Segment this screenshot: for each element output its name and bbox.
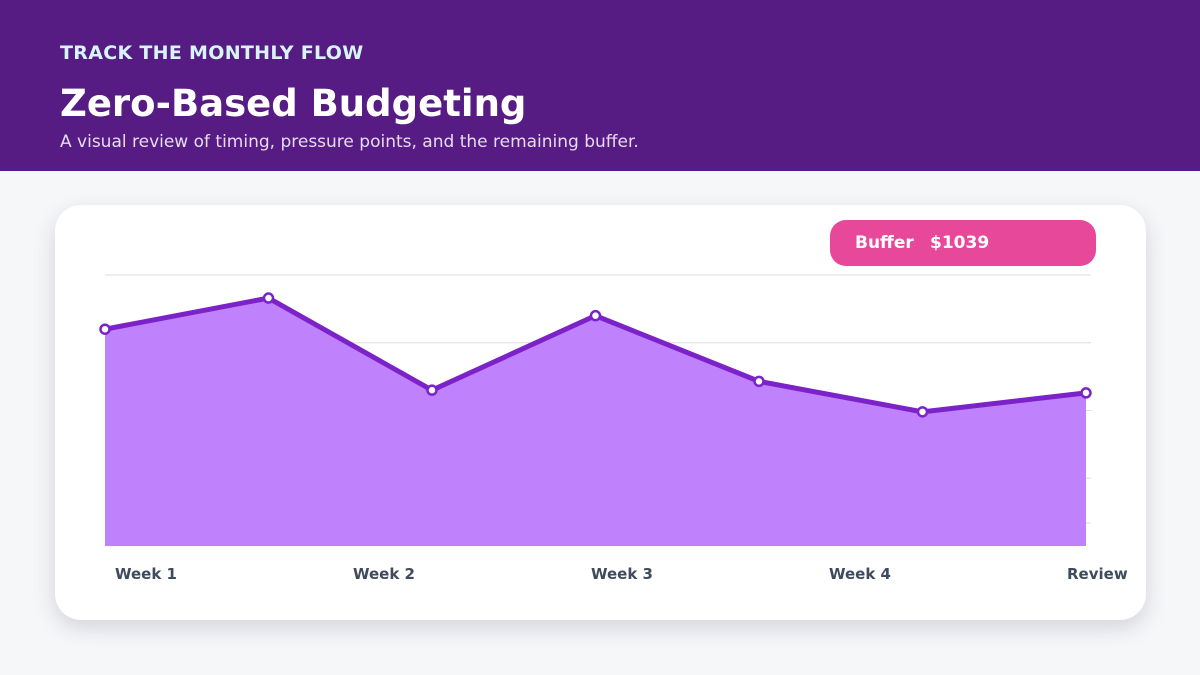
x-tick-label-4: Week 4 xyxy=(829,565,891,583)
data-point-3 xyxy=(426,384,438,396)
buffer-label: Buffer xyxy=(855,233,914,253)
x-tick-label-2: Week 2 xyxy=(353,565,415,583)
data-point-6 xyxy=(916,406,929,418)
buffer-badge: Buffer $1039 xyxy=(830,220,1096,266)
eyebrow-text: TRACK THE MONTHLY FLOW xyxy=(60,42,364,64)
page-subtitle: A visual review of timing, pressure poin… xyxy=(60,132,639,152)
data-point-2 xyxy=(262,292,275,304)
x-tick-label-1: Week 1 xyxy=(115,565,177,583)
x-tick-label-3: Week 3 xyxy=(591,565,653,583)
series-area xyxy=(105,298,1086,546)
header-banner: TRACK THE MONTHLY FLOW Zero-Based Budget… xyxy=(0,0,1200,171)
data-point-4 xyxy=(589,309,602,322)
buffer-value: $1039 xyxy=(930,233,990,253)
data-point-7 xyxy=(1080,387,1092,399)
x-tick-label-5: Review xyxy=(1067,565,1128,583)
data-point-1 xyxy=(99,323,111,335)
data-point-5 xyxy=(753,375,765,388)
page-title: Zero-Based Budgeting xyxy=(60,82,527,125)
